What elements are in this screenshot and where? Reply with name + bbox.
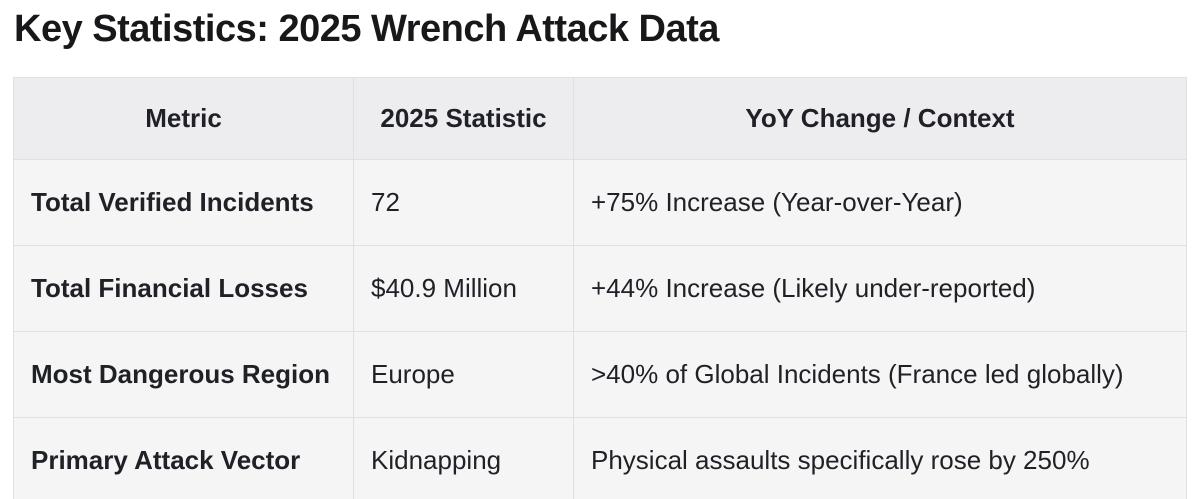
column-header-statistic: 2025 Statistic: [353, 77, 574, 160]
column-header-context: YoY Change / Context: [573, 77, 1187, 160]
metric-cell: Primary Attack Vector: [13, 417, 354, 499]
metric-cell: Total Verified Incidents: [13, 159, 354, 246]
statistics-table: Metric 2025 Statistic YoY Change / Conte…: [13, 77, 1187, 499]
context-cell: Physical assaults specifically rose by 2…: [573, 417, 1187, 499]
statistic-cell: $40.9 Million: [353, 245, 574, 332]
statistic-cell: Kidnapping: [353, 417, 574, 499]
page-title: Key Statistics: 2025 Wrench Attack Data: [14, 8, 719, 50]
metric-cell: Most Dangerous Region: [13, 331, 354, 418]
statistic-cell: Europe: [353, 331, 574, 418]
table-row: Primary Attack Vector Kidnapping Physica…: [13, 417, 1187, 499]
column-header-metric: Metric: [13, 77, 354, 160]
context-cell: +75% Increase (Year-over-Year): [573, 159, 1187, 246]
statistic-cell: 72: [353, 159, 574, 246]
table-row: Most Dangerous Region Europe >40% of Glo…: [13, 331, 1187, 418]
metric-cell: Total Financial Losses: [13, 245, 354, 332]
context-cell: >40% of Global Incidents (France led glo…: [573, 331, 1187, 418]
table-header-row: Metric 2025 Statistic YoY Change / Conte…: [13, 77, 1187, 160]
context-cell: +44% Increase (Likely under-reported): [573, 245, 1187, 332]
table-row: Total Financial Losses $40.9 Million +44…: [13, 245, 1187, 332]
table-row: Total Verified Incidents 72 +75% Increas…: [13, 159, 1187, 246]
